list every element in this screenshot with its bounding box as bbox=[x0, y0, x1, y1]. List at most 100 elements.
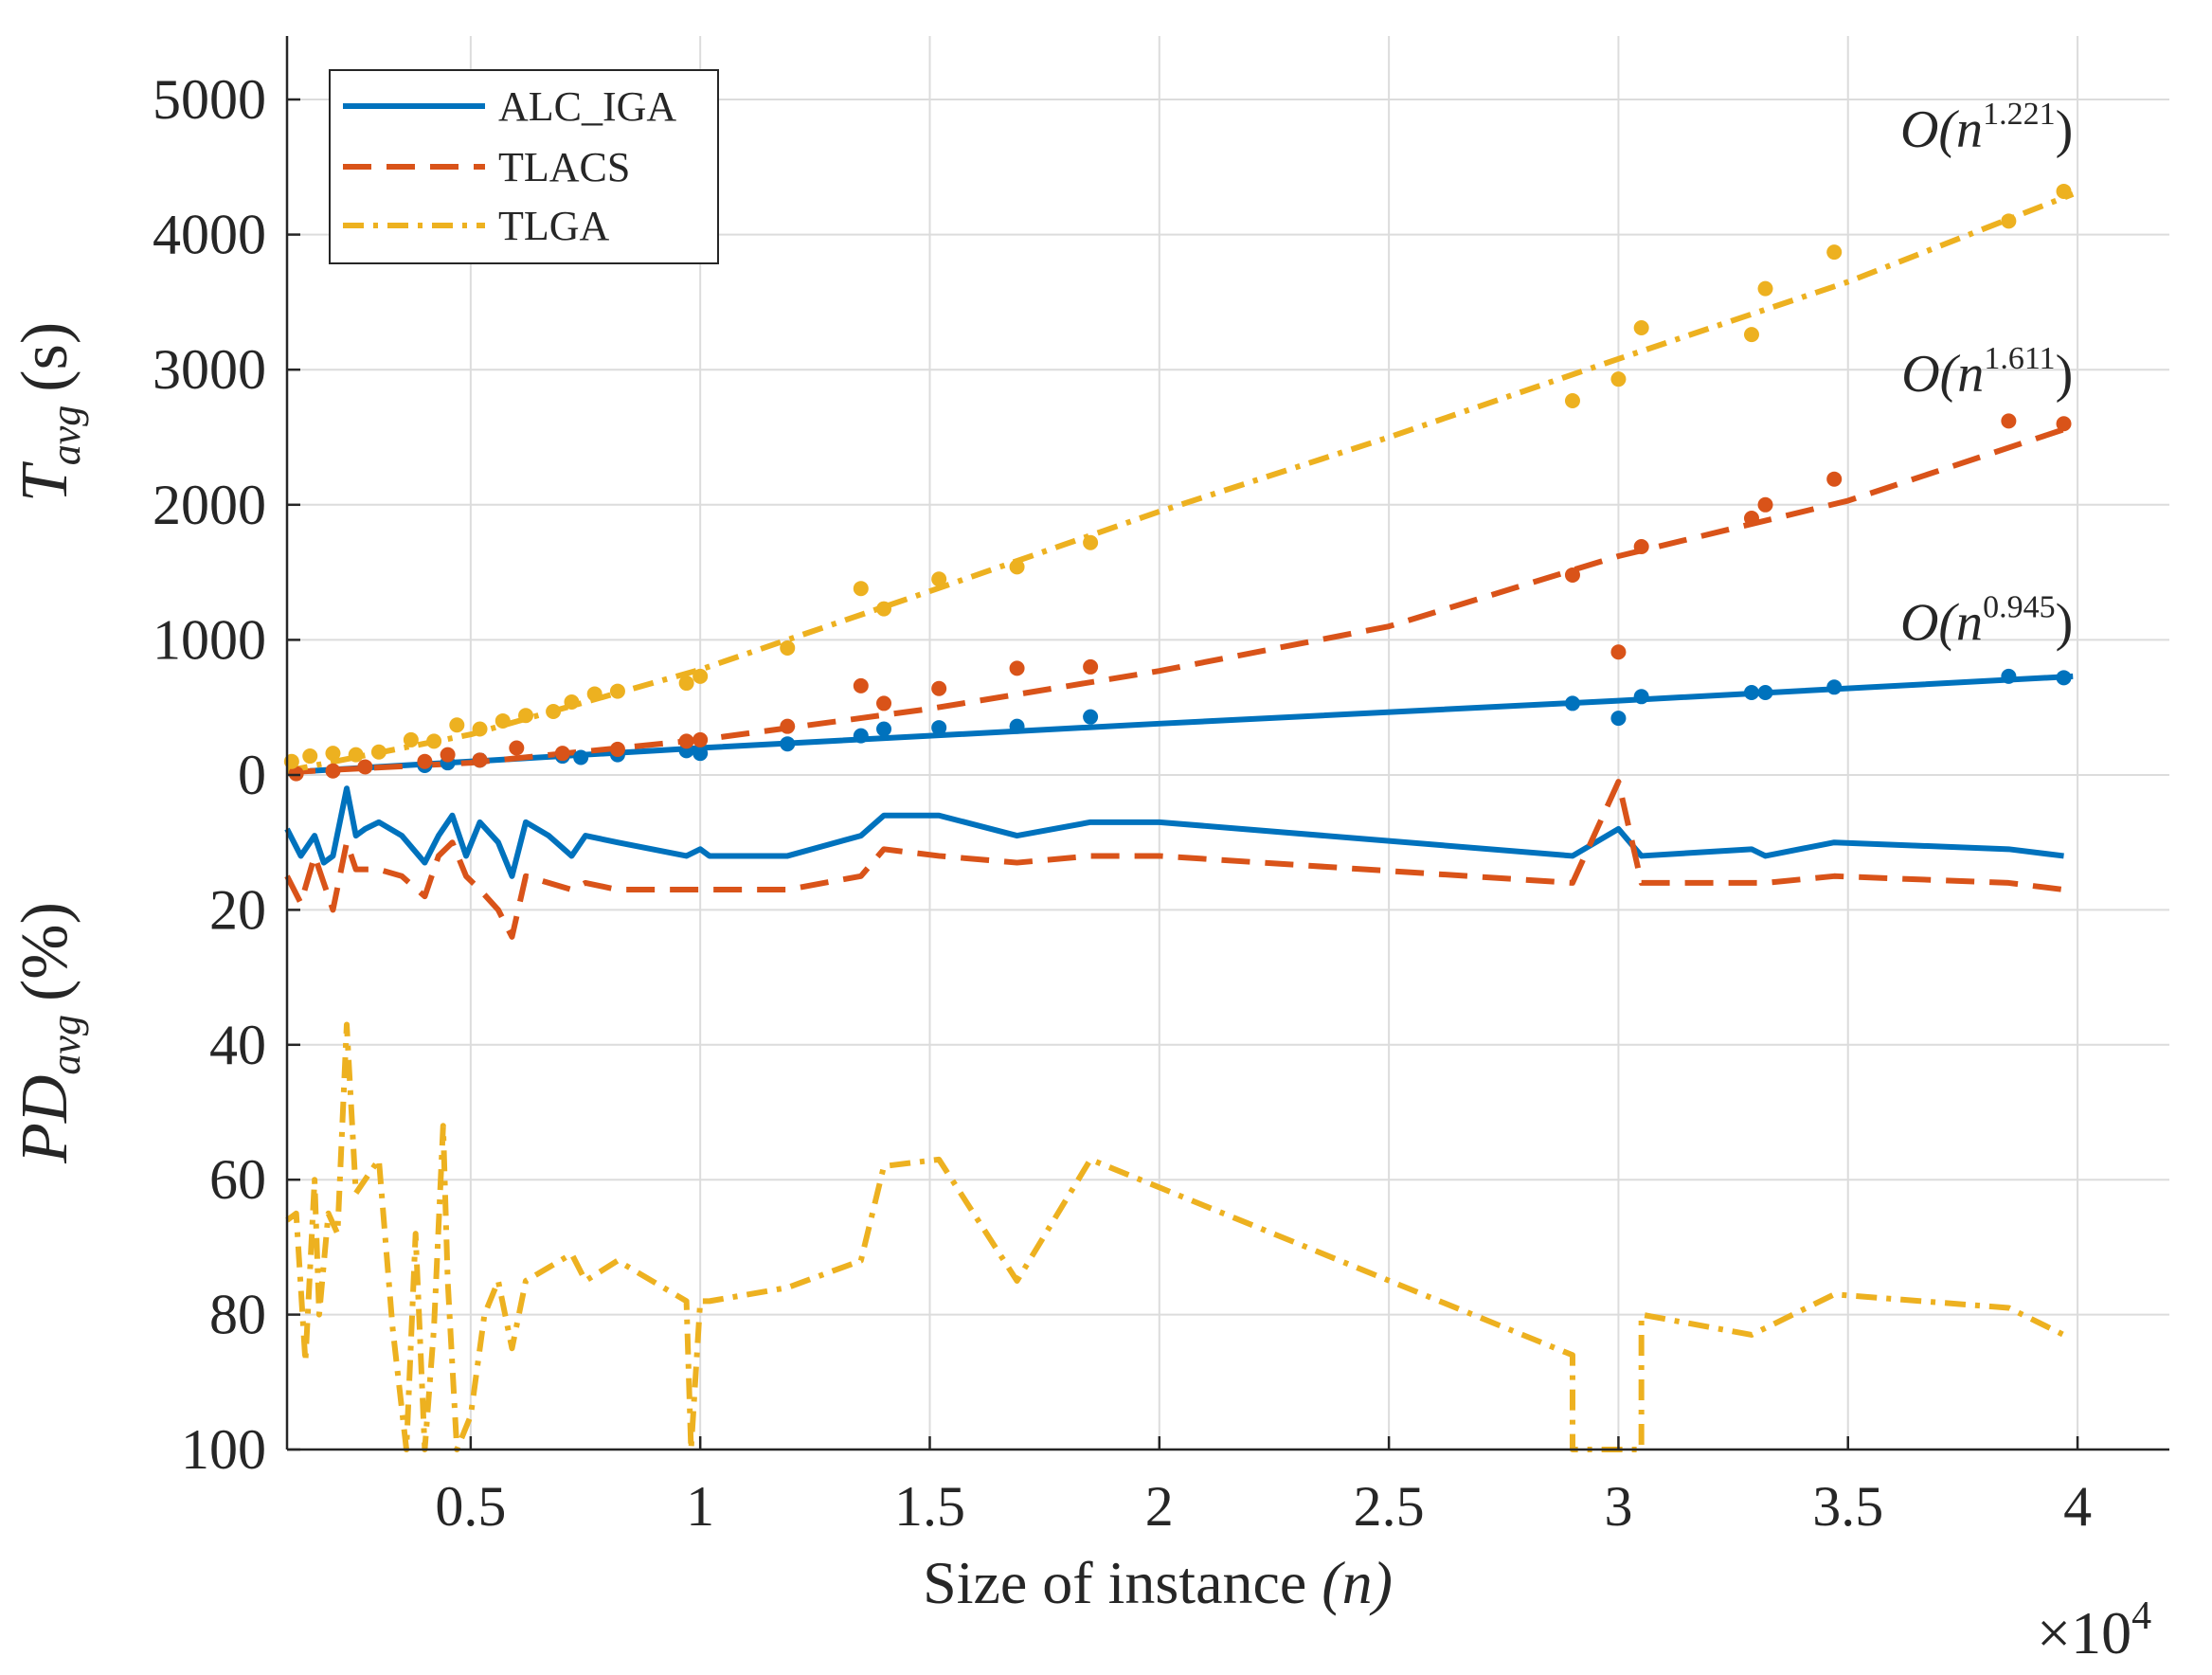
data-point-tlga bbox=[472, 721, 488, 737]
data-point-tlga bbox=[853, 581, 869, 597]
svg-text:Tavg(s): Tavg (s) bbox=[9, 322, 89, 502]
data-point-tlga bbox=[348, 747, 364, 763]
data-point-tlacs bbox=[325, 763, 341, 779]
y-tick-label-bottom: 40 bbox=[209, 1014, 266, 1076]
complexity-label: O(n1.611) bbox=[1901, 341, 2073, 404]
data-point-alc-iga bbox=[1633, 689, 1649, 705]
data-point-tlga bbox=[426, 733, 442, 749]
data-point-tlga bbox=[495, 712, 511, 729]
data-point-tlga bbox=[678, 675, 694, 692]
data-point-tlacs bbox=[1564, 567, 1580, 583]
data-point-tlga bbox=[564, 693, 580, 710]
data-point-tlga bbox=[302, 748, 318, 765]
y-label-bottom-unit: (%) bbox=[9, 902, 81, 1001]
data-point-tlacs bbox=[876, 695, 892, 711]
data-point-tlacs bbox=[1009, 660, 1025, 676]
y-axis-title-bottom: PDavg (%) bbox=[9, 902, 89, 1164]
axes bbox=[285, 36, 2169, 1451]
data-point-tlga bbox=[2056, 183, 2072, 199]
data-point-tlacs bbox=[1083, 658, 1099, 675]
data-point-tlacs bbox=[440, 747, 456, 763]
x-tick-label: 1 bbox=[686, 1475, 714, 1538]
data-point-tlga bbox=[370, 744, 387, 760]
x-tick-label: 0.5 bbox=[435, 1475, 506, 1538]
data-point-alc-iga bbox=[931, 720, 947, 736]
data-point-tlga bbox=[1564, 392, 1580, 408]
data-point-tlacs bbox=[1743, 511, 1759, 527]
data-point-tlacs bbox=[509, 740, 525, 756]
x-tick-label: 1.5 bbox=[894, 1475, 965, 1538]
x-label-text: Size of instance bbox=[923, 1549, 1306, 1616]
data-point-alc-iga bbox=[1743, 685, 1759, 701]
y-tick-label-top: 5000 bbox=[153, 68, 266, 131]
legend-label-tlacs: TLACS bbox=[498, 144, 630, 190]
x-exponent: ×104 bbox=[2037, 1594, 2151, 1666]
y-label-top-sub: avg bbox=[43, 405, 89, 466]
data-point-tlacs bbox=[357, 759, 373, 775]
pd-line-tlacs bbox=[284, 779, 2064, 940]
data-point-alc-iga bbox=[692, 746, 709, 762]
y-label-top-var: T bbox=[9, 460, 81, 502]
legend: ALC_IGA TLACS TLGA bbox=[329, 69, 719, 264]
pd-line-tlga bbox=[285, 1021, 2065, 1452]
data-point-tlacs bbox=[780, 718, 796, 734]
grid-lines bbox=[287, 36, 2169, 1450]
data-point-tlga bbox=[449, 717, 465, 733]
fit-line-tlacs bbox=[286, 423, 2075, 776]
data-point-tlacs bbox=[853, 677, 869, 693]
data-point-tlacs bbox=[692, 731, 709, 747]
data-point-tlacs bbox=[1633, 539, 1649, 555]
data-point-tlacs bbox=[1757, 496, 1773, 513]
x-tick-label: 2 bbox=[1145, 1475, 1174, 1538]
complexity-label: O(n1.221) bbox=[1900, 97, 2073, 159]
data-point-alc-iga bbox=[1826, 679, 1843, 695]
svg-text:PDavg(%): PDavg (%) bbox=[9, 902, 89, 1164]
x-axis-title: Size of instance (n) bbox=[923, 1549, 1393, 1616]
y-label-top-unit: (s) bbox=[9, 322, 81, 392]
x-exponent-power: 4 bbox=[2131, 1594, 2151, 1638]
legend-label-alc-iga: ALC_IGA bbox=[498, 83, 676, 130]
data-point-tlga bbox=[1757, 280, 1773, 297]
pd-line-alc-iga bbox=[284, 785, 2064, 879]
data-point-alc-iga bbox=[1757, 685, 1773, 701]
data-point-tlga bbox=[876, 601, 892, 617]
data-point-tlga bbox=[403, 731, 419, 747]
data-point-alc-iga bbox=[1564, 695, 1580, 711]
data-point-tlga bbox=[1610, 371, 1627, 387]
data-point-tlga bbox=[1083, 534, 1099, 550]
data-point-alc-iga bbox=[876, 721, 892, 737]
complexity-annotations: O(n1.221) O(n1.611) O(n0.945) bbox=[1900, 97, 2073, 652]
y-tick-label-bottom: 60 bbox=[209, 1148, 266, 1211]
tick-labels: 0.5 1 1.5 2 2.5 3 3.5 4010002000300040005000204… bbox=[153, 68, 2092, 1538]
y-tick-label-top: 3000 bbox=[153, 338, 266, 401]
data-point-tlga bbox=[1009, 559, 1025, 575]
data-point-tlga bbox=[1826, 244, 1843, 261]
data-point-tlacs bbox=[2001, 413, 2017, 429]
x-exponent-base: ×10 bbox=[2037, 1599, 2131, 1666]
y-tick-label-bottom: 80 bbox=[209, 1284, 266, 1346]
data-point-tlacs bbox=[288, 765, 304, 782]
y-tick-label-bottom: 20 bbox=[209, 878, 266, 941]
data-point-tlga bbox=[1633, 319, 1649, 335]
x-label-var: (n) bbox=[1322, 1549, 1393, 1616]
y-tick-label-top: 4000 bbox=[153, 204, 266, 266]
data-point-tlga bbox=[325, 746, 341, 762]
data-point-alc-iga bbox=[853, 728, 869, 744]
y-tick-label-top: 1000 bbox=[153, 608, 266, 671]
data-point-tlacs bbox=[554, 746, 570, 762]
data-point-tlga bbox=[1743, 327, 1759, 343]
data-point-tlga bbox=[518, 708, 534, 724]
data-point-tlga bbox=[2001, 213, 2017, 229]
data-point-alc-iga bbox=[1083, 709, 1099, 725]
y-label-bottom-sub: avg bbox=[43, 1015, 89, 1075]
y-tick-label-top: 0 bbox=[238, 744, 266, 806]
data-point-tlacs bbox=[472, 752, 488, 768]
legend-label-tlga: TLGA bbox=[498, 203, 610, 249]
data-point-tlacs bbox=[1610, 644, 1627, 660]
complexity-label: O(n0.945) bbox=[1900, 589, 2073, 652]
data-point-tlga bbox=[692, 668, 709, 684]
data-point-tlga bbox=[609, 683, 625, 699]
data-point-alc-iga bbox=[1610, 711, 1627, 727]
fit-line-tlga bbox=[286, 191, 2075, 774]
